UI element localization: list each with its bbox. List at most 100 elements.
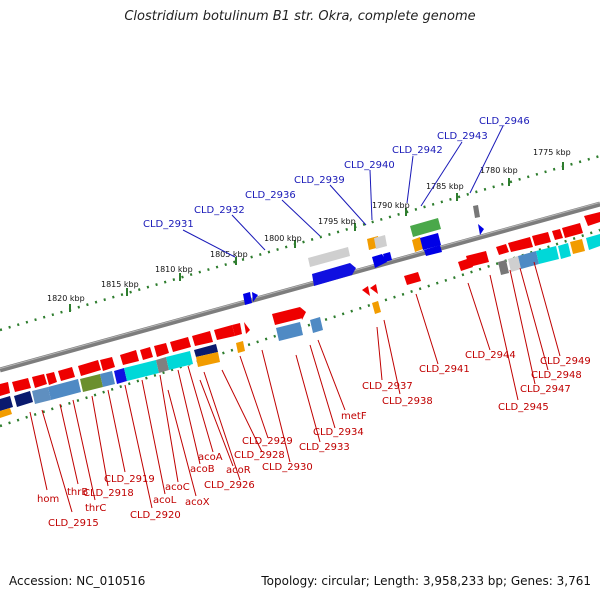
gene-label-reverse: CLD_2929 (242, 436, 293, 447)
cds-reverse (232, 323, 242, 336)
cds-reverse (552, 229, 563, 240)
gene-label-reverse: metF (341, 411, 367, 422)
cds-reverse (170, 337, 191, 352)
gene-label-reverse: CLD_2915 (48, 518, 99, 529)
annotation-block (156, 357, 169, 373)
gene-label-reverse: hom (37, 494, 59, 505)
gene-label-reverse: CLD_2944 (465, 350, 516, 361)
accession-text: Accession: NC_010516 (9, 574, 146, 588)
annotation-block (518, 251, 539, 269)
annotation-block (310, 317, 323, 333)
cds-reverse (300, 307, 306, 320)
annotation-block (236, 341, 245, 353)
gene-label-reverse: CLD_2947 (520, 384, 571, 395)
tick-label: 1815 kbp (101, 280, 139, 289)
gene-label-reverse: acoC (165, 482, 190, 493)
annotation-block (508, 256, 521, 272)
cds-reverse (192, 331, 213, 346)
annotation-block (194, 344, 218, 357)
cds-reverse (244, 322, 250, 334)
tick-label: 1780 kbp (480, 166, 518, 175)
cds-reverse (78, 360, 101, 376)
gene-label-reverse: thrB (67, 487, 88, 498)
cds-reverse (362, 286, 370, 296)
cds-reverse (120, 350, 139, 365)
cds-forward (410, 218, 441, 237)
cds-reverse (584, 212, 600, 226)
cds-reverse (562, 223, 583, 238)
tick-label: 1785 kbp (426, 182, 464, 191)
map-title: Clostridium botulinum B1 str. Okra, comp… (124, 9, 476, 24)
reverse-features (0, 212, 600, 418)
cds-forward (412, 237, 423, 252)
cds-reverse (496, 244, 509, 255)
annotation-block (586, 234, 600, 250)
cds-forward (252, 292, 258, 302)
annotation-block (372, 301, 381, 314)
gene-label-forward: CLD_2931 (143, 219, 194, 230)
reverse-leaders (29, 261, 561, 513)
gene-label-forward: CLD_2946 (479, 116, 530, 127)
cds-forward (478, 224, 484, 235)
gene-label-reverse: CLD_2937 (362, 381, 413, 392)
annotation-block (80, 374, 103, 392)
annotation-block (100, 371, 115, 387)
gene-label-reverse: CLD_2918 (83, 488, 134, 499)
tick-label: 1820 kbp (47, 294, 85, 303)
gene-label-forward: CLD_2942 (392, 145, 443, 156)
annotation-block (48, 379, 81, 400)
gene-label-reverse: CLD_2920 (130, 510, 181, 521)
annotation-block (114, 368, 127, 384)
gene-label-reverse: CLD_2930 (262, 462, 313, 473)
forward-features (243, 205, 484, 305)
gene-label-reverse: CLD_2949 (540, 356, 591, 367)
cds-forward (424, 245, 442, 256)
genome-backbone-highlight (0, 202, 600, 369)
cds-forward (308, 247, 350, 267)
annotation-block (124, 360, 159, 381)
annotation-block (0, 396, 13, 411)
tick-label: 1800 kbp (264, 234, 302, 243)
gene-label-reverse: CLD_2938 (382, 396, 433, 407)
gene-label-reverse: CLD_2933 (299, 442, 350, 453)
cds-reverse (32, 374, 47, 388)
forward-leaders (182, 125, 504, 258)
major-ticks (69, 162, 564, 312)
annotation-block (166, 351, 193, 370)
gene-label-forward: CLD_2936 (245, 190, 296, 201)
gene-label-forward: CLD_2943 (437, 131, 488, 142)
tick-label: 1795 kbp (318, 217, 356, 226)
annotation-block (570, 239, 585, 254)
annotation-block (536, 246, 559, 264)
cds-reverse (214, 325, 235, 340)
cds-forward (473, 205, 480, 218)
cds-forward (420, 233, 441, 250)
gene-label-forward: CLD_2939 (294, 175, 345, 186)
annotation-block (196, 352, 220, 367)
cds-reverse (58, 367, 75, 381)
gene-label-reverse: CLD_2928 (234, 450, 285, 461)
cds-forward (312, 263, 356, 286)
gene-label-reverse: CLD_2919 (104, 474, 155, 485)
annotation-block (276, 322, 303, 341)
tick-label: 1790 kbp (372, 201, 410, 210)
annotation-block (558, 243, 571, 259)
gene-label-forward: CLD_2940 (344, 160, 395, 171)
cds-reverse (140, 347, 153, 360)
topology-text: Topology: circular; Length: 3,958,233 bp… (261, 574, 591, 588)
cds-reverse (532, 232, 551, 246)
cds-forward (372, 254, 387, 268)
gene-label-reverse: CLD_2926 (204, 480, 255, 491)
gene-label-reverse: acoB (190, 464, 215, 475)
cds-reverse (0, 382, 10, 396)
cds-forward (374, 235, 387, 249)
cds-reverse (370, 284, 378, 294)
gene-label-reverse: CLD_2941 (419, 364, 470, 375)
gene-label-reverse: acoA (198, 452, 223, 463)
tick-label: 1810 kbp (155, 265, 193, 274)
annotation-block (498, 260, 509, 275)
cds-reverse (46, 372, 57, 385)
annotation-block (0, 408, 12, 418)
gene-label-reverse: acoX (185, 497, 210, 508)
cds-reverse (466, 251, 489, 267)
